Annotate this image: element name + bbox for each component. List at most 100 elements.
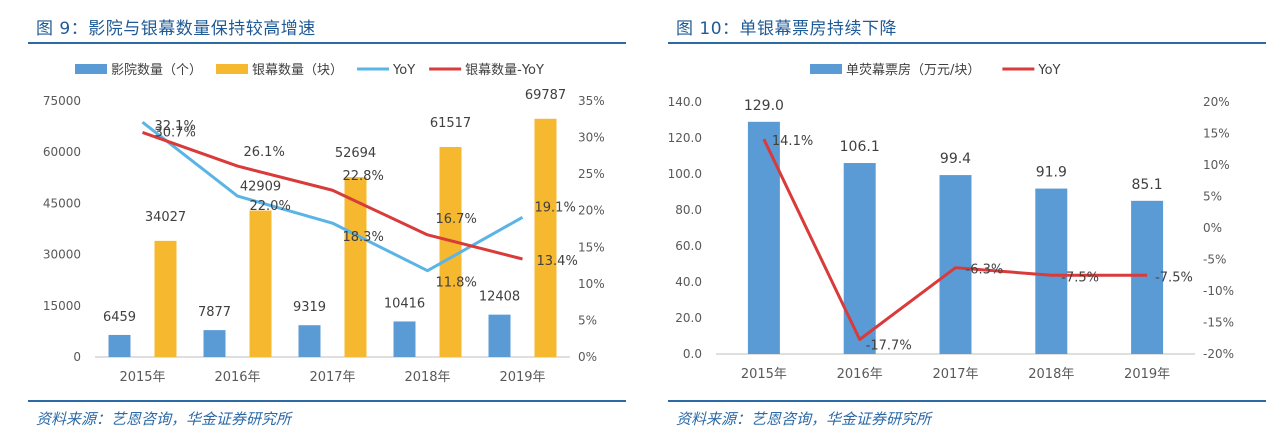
y-left-tick-label: 40.0 [675, 275, 702, 289]
y-right-tick-label: 10% [578, 277, 605, 291]
chart-box-office-per-screen: 0.0 20.0 40.0 60.0 80.0 100.0 120.0 140.0 -20% -1… [668, 62, 1234, 382]
legend-label: 影院数量（个） [111, 63, 202, 78]
y-right-tick-label: -15% [1203, 316, 1234, 330]
line-data-label: -6.3% [966, 263, 1004, 278]
y-right-tick-label: 25% [578, 167, 605, 181]
series-line [141, 121, 524, 273]
bar-data-label: 12408 [479, 290, 520, 305]
y-left-tick-label: 140.0 [668, 95, 702, 109]
x-tick-label: 2019年 [1124, 367, 1170, 382]
y-left-tick-label: 0 [73, 350, 81, 364]
bar [843, 163, 876, 354]
series-line [141, 131, 523, 261]
chart-panel-left: 图 9：影院与银幕数量保持较高增速 0 15000 30000 45000 60000 7… [28, 19, 626, 428]
legend-swatch [216, 64, 249, 74]
y-right-tick-label: -10% [1203, 284, 1234, 298]
bar [1131, 200, 1164, 354]
x-tick-label: 2019年 [499, 370, 545, 385]
bar-data-label: 69787 [525, 88, 566, 103]
y-right-tick-label: 5% [578, 313, 597, 327]
line-data-label: 11.8% [436, 276, 477, 291]
x-tick-label: 2017年 [309, 370, 355, 385]
line-data-label: -7.5% [1155, 270, 1193, 285]
y-right-tick-label: 15% [1203, 127, 1230, 141]
chart-panel-right: 图 10：单银幕票房持续下降 0.0 20.0 40.0 60.0 80.0 100.0 1… [640, 0, 1280, 440]
bar-data-label: 7877 [198, 305, 231, 320]
x-tick-label: 2018年 [1028, 367, 1074, 382]
bar [488, 314, 511, 357]
bar [393, 321, 416, 357]
bar-data-label: 85.1 [1132, 177, 1163, 193]
y-left-tick-label: 20.0 [675, 311, 702, 325]
bar-data-label: 61517 [430, 116, 471, 131]
series-line [762, 138, 1148, 342]
line-data-label: 14.1% [772, 134, 813, 149]
y-left-tick-label: 30000 [43, 248, 81, 262]
bar-data-label: 129.0 [744, 98, 784, 114]
y-left-tick-label: 60.0 [675, 239, 702, 253]
bar-data-label: 6459 [103, 310, 136, 325]
chart-title: 图 9：影院与银幕数量保持较高增速 [36, 19, 316, 39]
bar-data-label: 52694 [335, 146, 376, 161]
x-tick-label: 2018年 [404, 370, 450, 385]
legend-label: YoY [392, 63, 415, 78]
y-right-tick-label: 20% [578, 204, 605, 218]
x-tick-label: 2017年 [932, 367, 978, 382]
title-divider [28, 42, 626, 44]
y-left-tick-label: 0.0 [683, 347, 702, 361]
chart-title: 图 10：单银幕票房持续下降 [676, 19, 898, 39]
bar [939, 175, 972, 354]
y-right-tick-label: 10% [1203, 158, 1230, 172]
y-right-tick-label: 0% [1203, 221, 1222, 235]
y-left-tick-label: 60000 [43, 145, 81, 159]
bar-data-label: 99.4 [940, 151, 971, 167]
source-note: 资料来源：艺恩咨询，华金证券研究所 [36, 410, 292, 428]
line-data-label: 32.1% [155, 119, 196, 134]
line-data-label: 22.8% [343, 169, 384, 184]
title-divider [668, 42, 1266, 44]
line-data-label: 30.7% [155, 125, 196, 140]
line-data-label: -17.7% [866, 339, 912, 354]
y-right-tick-label: -20% [1203, 347, 1234, 361]
y-right-tick-label: 20% [1203, 95, 1230, 109]
bar-data-label: 106.1 [840, 139, 880, 155]
source-divider [28, 400, 626, 402]
line-data-label: 18.3% [343, 230, 384, 245]
y-right-tick-label: 0% [578, 350, 597, 364]
bar [1035, 188, 1068, 354]
source-note: 资料来源：艺恩咨询，华金证券研究所 [676, 410, 932, 428]
y-left-tick-label: 120.0 [668, 131, 702, 145]
bar-data-label: 10416 [384, 296, 425, 311]
chart-cinemas-screens: 0 15000 30000 45000 60000 75000 0% 5% 10% 15% 20% 2… [43, 63, 605, 385]
legend-label: 银幕数量（块） [252, 63, 343, 78]
y-left-tick-label: 100.0 [668, 167, 702, 181]
y-left-tick-label: 15000 [43, 299, 81, 313]
line-data-label: 26.1% [244, 145, 285, 160]
bar [249, 210, 272, 357]
bar [108, 334, 131, 357]
legend-label: YoY [1037, 63, 1060, 78]
y-left-tick-label: 80.0 [675, 203, 702, 217]
line-data-label: -7.5% [1061, 270, 1099, 285]
source-divider [668, 400, 1266, 402]
bar [439, 147, 462, 357]
legend-swatch [810, 64, 842, 74]
line-data-label: 16.7% [436, 212, 477, 227]
y-right-tick-label: 30% [578, 131, 605, 145]
bar [344, 177, 367, 357]
legend-swatch [75, 64, 107, 74]
y-left-tick-label: 45000 [43, 196, 81, 210]
x-tick-label: 2015年 [119, 370, 165, 385]
y-right-tick-label: -5% [1203, 253, 1226, 267]
y-right-tick-label: 5% [1203, 190, 1222, 204]
y-left-tick-label: 75000 [43, 94, 81, 108]
y-right-tick-label: 15% [578, 240, 605, 254]
bar [298, 325, 321, 357]
legend-label: 单荧幕票房（万元/块） [846, 62, 980, 78]
bar-data-label: 34027 [145, 210, 186, 225]
bar-data-label: 91.9 [1036, 165, 1067, 181]
line-data-label: 22.0% [250, 199, 291, 214]
bar [534, 118, 557, 358]
x-tick-label: 2015年 [741, 367, 787, 382]
x-tick-label: 2016年 [837, 367, 883, 382]
